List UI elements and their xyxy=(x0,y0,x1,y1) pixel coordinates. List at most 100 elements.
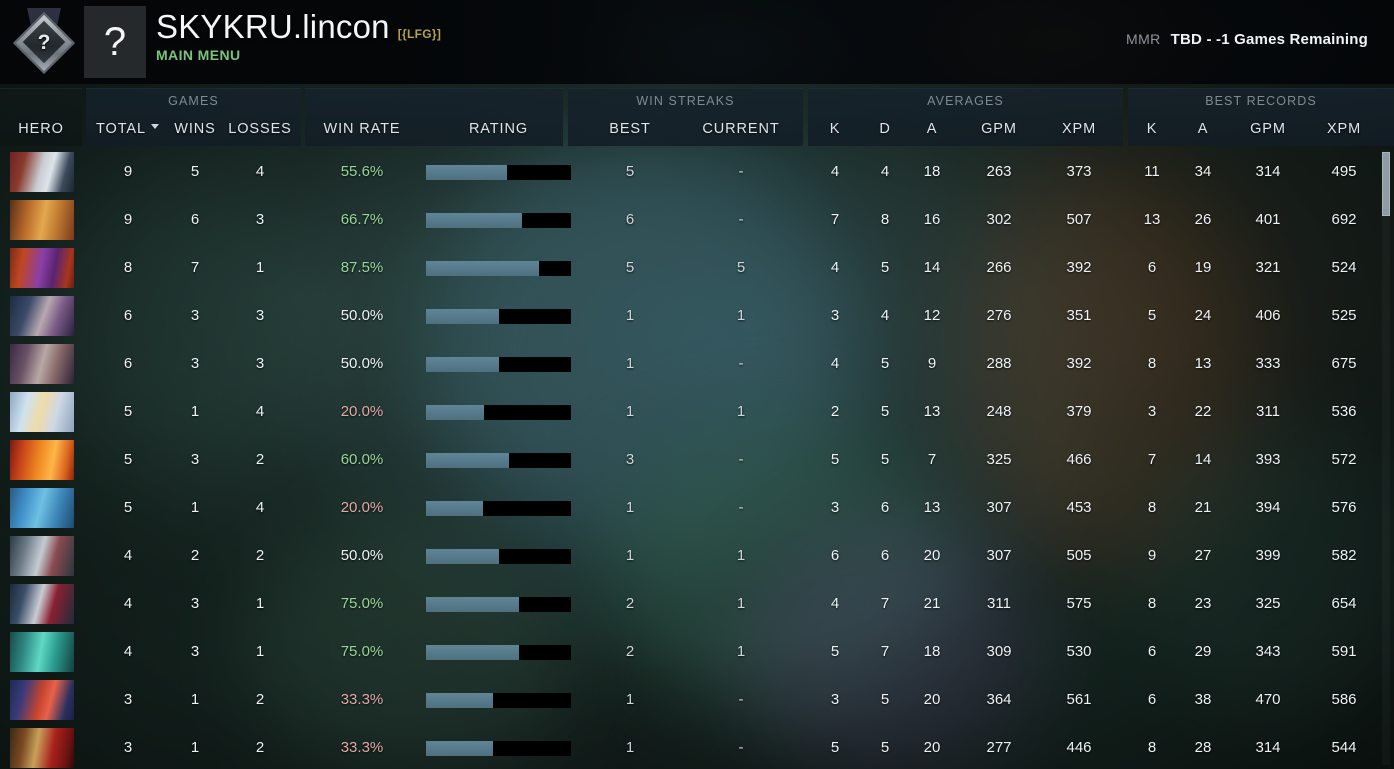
cell-best-a: 22 xyxy=(1194,403,1212,420)
hero-portrait-art xyxy=(10,344,74,384)
cell-avg-a: 20 xyxy=(923,691,941,708)
cell-best-k: 8 xyxy=(1147,595,1157,612)
column-header-gpm[interactable]: GPM xyxy=(981,121,1017,137)
cell-best-a: 26 xyxy=(1194,211,1212,228)
table-row[interactable]: 5 3 2 60.0% 3 - 5 5 7 325 466 7 14 393 572 xyxy=(0,436,1394,484)
table-row[interactable]: 3 1 2 33.3% 1 - 5 5 20 277 446 8 28 314 544 xyxy=(0,724,1394,769)
hero-portrait-vengeful-spirit[interactable] xyxy=(10,584,74,624)
cell-best-xpm: 524 xyxy=(1331,259,1357,276)
column-header-a[interactable]: A xyxy=(926,121,938,137)
table-row[interactable]: 4 3 1 75.0% 2 1 5 7 18 309 530 6 29 343 591 xyxy=(0,628,1394,676)
cell-streak-best: 2 xyxy=(625,595,635,612)
hero-portrait-mirana[interactable] xyxy=(10,296,74,336)
cell-win-rate: 33.3% xyxy=(340,691,384,708)
hero-portrait-phantom-assassin[interactable] xyxy=(10,536,74,576)
question-mark-avatar-icon[interactable]: ? xyxy=(84,6,146,78)
column-header-gpm[interactable]: GPM xyxy=(1250,121,1286,137)
hero-portrait-slardar[interactable] xyxy=(10,632,74,672)
column-header-wins[interactable]: WINS xyxy=(174,121,216,137)
hero-portrait-riki[interactable] xyxy=(10,248,74,288)
cell-best-k: 5 xyxy=(1147,307,1157,324)
cell-avg-d: 8 xyxy=(880,211,890,228)
cell-avg-xpm: 453 xyxy=(1066,499,1092,516)
cell-avg-xpm: 446 xyxy=(1066,739,1092,756)
cell-avg-xpm: 392 xyxy=(1066,259,1092,276)
rating-bar-fill xyxy=(426,597,519,612)
table-row[interactable]: 4 3 1 75.0% 2 1 4 7 21 311 575 8 23 325 654 xyxy=(0,580,1394,628)
hero-portrait-puck[interactable] xyxy=(10,488,74,528)
cell-avg-a: 18 xyxy=(923,163,941,180)
hero-portrait-sniper[interactable] xyxy=(10,200,74,240)
cell-games-losses: 1 xyxy=(255,643,265,660)
column-header-k[interactable]: K xyxy=(1146,121,1158,137)
column-group-hero: HERO xyxy=(0,88,82,146)
cell-streak-current: - xyxy=(738,691,744,708)
column-header-bar: HERO GAMES TOTAL WINS LOSSES WIN RATE RATING WI… xyxy=(0,88,1394,146)
hero-portrait-sven[interactable] xyxy=(10,152,74,192)
cell-best-xpm: 675 xyxy=(1331,355,1357,372)
cell-win-rate: 50.0% xyxy=(340,307,384,324)
table-row[interactable]: 8 7 1 87.5% 5 5 4 5 14 266 392 6 19 321 524 xyxy=(0,244,1394,292)
cell-avg-a: 21 xyxy=(923,595,941,612)
column-header-total[interactable]: TOTAL xyxy=(68,121,188,137)
column-header-best[interactable]: BEST xyxy=(609,121,651,137)
main-menu-label[interactable]: MAIN MENU xyxy=(156,46,241,63)
cell-avg-d: 7 xyxy=(880,595,890,612)
cell-best-xpm: 586 xyxy=(1331,691,1357,708)
hero-portrait-art xyxy=(10,488,74,528)
column-header-hero[interactable]: HERO xyxy=(18,121,64,137)
column-group-best-records: BEST RECORDS xyxy=(1128,88,1394,146)
column-header-current[interactable]: CURRENT xyxy=(702,121,780,137)
cell-avg-k: 3 xyxy=(830,691,840,708)
hero-portrait-lifestealer[interactable] xyxy=(10,344,74,384)
column-header-xpm[interactable]: XPM xyxy=(1326,121,1362,137)
column-header-rating[interactable]: RATING xyxy=(468,121,529,137)
cell-games-total: 3 xyxy=(123,739,133,756)
cell-best-gpm: 314 xyxy=(1255,163,1281,180)
table-row[interactable]: 4 2 2 50.0% 1 1 6 6 20 307 505 9 27 399 582 xyxy=(0,532,1394,580)
cell-avg-xpm: 392 xyxy=(1066,355,1092,372)
cell-best-a: 24 xyxy=(1194,307,1212,324)
hero-portrait-bloodseeker[interactable] xyxy=(10,728,74,768)
scrollbar-thumb[interactable] xyxy=(1382,152,1390,216)
table-row[interactable]: 9 6 3 66.7% 6 - 7 8 16 302 507 13 26 401 692 xyxy=(0,196,1394,244)
cell-streak-best: 1 xyxy=(625,307,635,324)
cell-streak-current: - xyxy=(738,211,744,228)
hero-portrait-art xyxy=(10,200,74,240)
cell-avg-d: 5 xyxy=(880,259,890,276)
hero-portrait-crystal-maiden[interactable] xyxy=(10,392,74,432)
cell-streak-best: 1 xyxy=(625,547,635,564)
cell-avg-d: 7 xyxy=(880,643,890,660)
table-row[interactable]: 6 3 3 50.0% 1 1 3 4 12 276 351 5 24 406 525 xyxy=(0,292,1394,340)
rank-medal-unknown-icon[interactable]: ? xyxy=(8,4,80,80)
table-row[interactable]: 5 1 4 20.0% 1 1 2 5 13 248 379 3 22 311 536 xyxy=(0,388,1394,436)
scrollbar-track[interactable] xyxy=(1382,150,1390,765)
cell-avg-xpm: 466 xyxy=(1066,451,1092,468)
cell-games-total: 5 xyxy=(123,499,133,516)
rating-bar-fill xyxy=(426,549,499,564)
cell-games-total: 9 xyxy=(123,211,133,228)
hero-stats-table[interactable]: 9 5 4 55.6% 5-4 4 18 263 373 11 34 314 495 9 6 3 66.7% 6-… xyxy=(0,148,1394,769)
cell-avg-d: 6 xyxy=(880,499,890,516)
hero-portrait-lina[interactable] xyxy=(10,440,74,480)
column-header-losses[interactable]: LOSSES xyxy=(228,121,292,137)
column-header-d[interactable]: D xyxy=(879,121,891,137)
cell-avg-gpm: 325 xyxy=(986,451,1012,468)
cell-games-wins: 2 xyxy=(190,547,200,564)
cell-streak-best: 6 xyxy=(625,211,635,228)
hero-portrait-shadow-shaman[interactable] xyxy=(10,680,74,720)
cell-best-a: 29 xyxy=(1194,643,1212,660)
table-row[interactable]: 6 3 3 50.0% 1 - 4 5 9 288 392 8 13 333 675 xyxy=(0,340,1394,388)
column-header-k[interactable]: K xyxy=(829,121,841,137)
cell-games-total: 4 xyxy=(123,547,133,564)
cell-best-a: 13 xyxy=(1194,355,1212,372)
cell-best-k: 7 xyxy=(1147,451,1157,468)
cell-avg-a: 14 xyxy=(923,259,941,276)
table-row[interactable]: 3 1 2 33.3% 1 - 3 5 20 364 561 6 38 470 586 xyxy=(0,676,1394,724)
column-header-win-rate[interactable]: WIN RATE xyxy=(323,121,401,137)
table-row[interactable]: 5 1 4 20.0% 1 - 3 6 13 307 453 8 21 394 576 xyxy=(0,484,1394,532)
cell-win-rate: 55.6% xyxy=(340,163,384,180)
column-header-a[interactable]: A xyxy=(1197,121,1209,137)
column-header-xpm[interactable]: XPM xyxy=(1061,121,1097,137)
table-row[interactable]: 9 5 4 55.6% 5 - 4 4 18 263 373 11 34 314 495 xyxy=(0,148,1394,196)
